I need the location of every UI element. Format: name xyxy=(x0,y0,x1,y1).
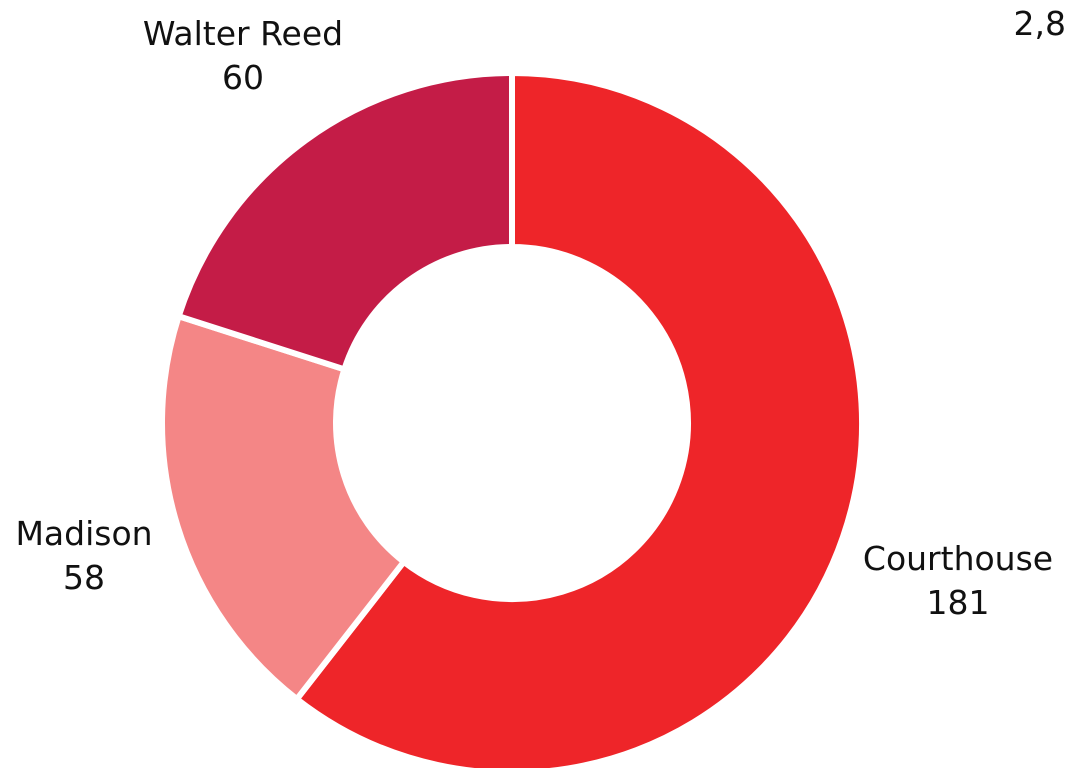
slice-courthouse xyxy=(292,69,865,768)
label-courthouse: Courthouse 181 xyxy=(863,537,1053,625)
label-madison-name: Madison xyxy=(15,514,153,553)
label-walter-reed: Walter Reed 60 xyxy=(143,12,343,100)
label-madison-value: 58 xyxy=(62,558,105,597)
slice-madison xyxy=(159,312,409,704)
label-courthouse-value: 181 xyxy=(926,583,990,622)
label-walter-reed-name: Walter Reed xyxy=(142,14,344,53)
label-courthouse-name: Courthouse xyxy=(862,539,1054,578)
slice-walter-reed xyxy=(174,69,515,374)
truncated-total-label: 2,8 xyxy=(1013,4,1066,43)
label-walter-reed-value: 60 xyxy=(222,58,264,97)
label-madison: Madison 58 xyxy=(15,512,152,600)
